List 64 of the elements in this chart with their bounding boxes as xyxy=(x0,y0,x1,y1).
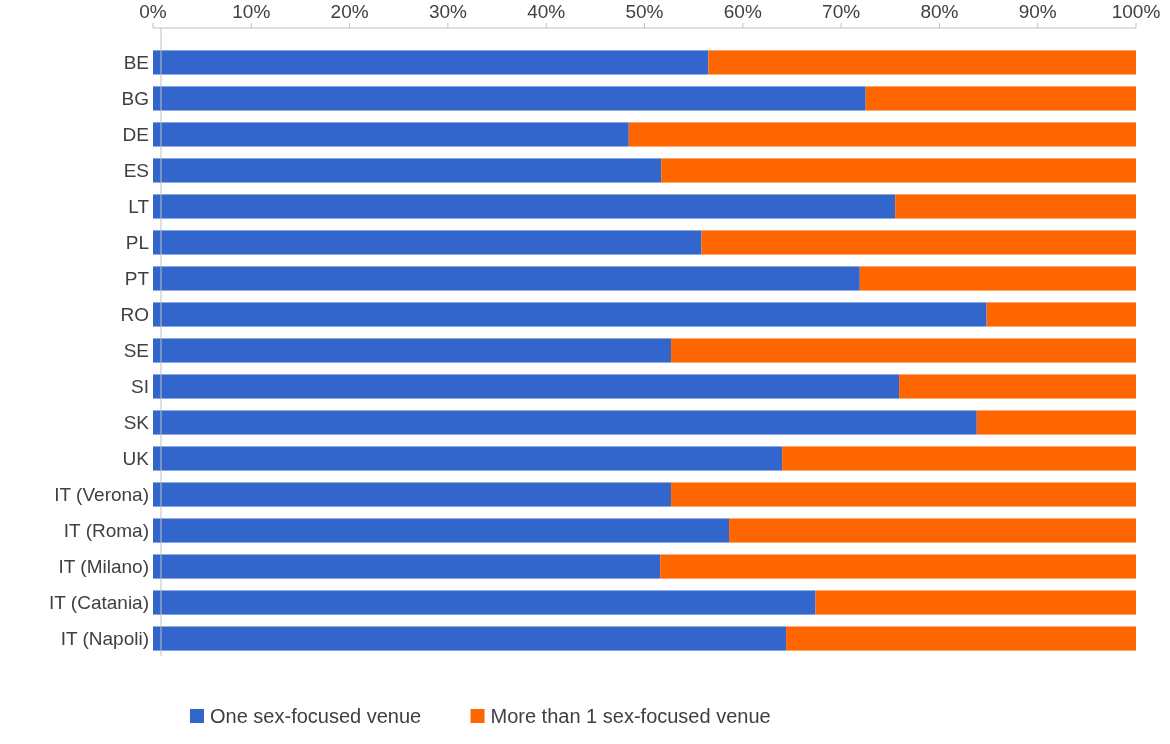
y-tick-label: SK xyxy=(123,412,150,434)
legend-label: More than 1 sex-focused venue xyxy=(490,705,771,727)
x-tick-label: 70% xyxy=(822,1,861,22)
bar xyxy=(153,590,816,615)
y-tick-label: PT xyxy=(124,268,150,290)
y-tick-label: IT (Roma) xyxy=(63,520,149,542)
bar xyxy=(153,338,672,363)
bar xyxy=(153,410,977,435)
x-tick-label: 60% xyxy=(723,1,762,22)
bar xyxy=(153,86,866,111)
bar xyxy=(153,230,702,255)
bar xyxy=(661,158,1136,183)
bar xyxy=(153,518,730,543)
y-tick-label: UK xyxy=(122,448,150,470)
bar xyxy=(729,518,1136,543)
y-tick-label: IT (Milano) xyxy=(58,556,149,578)
y-tick-label: DE xyxy=(122,124,149,146)
bar xyxy=(153,266,860,291)
x-tick-label: 80% xyxy=(920,1,959,22)
y-tick-label: IT (Napoli) xyxy=(60,628,149,650)
bar xyxy=(701,230,1136,255)
bar xyxy=(782,446,1136,471)
y-tick-label: LT xyxy=(128,196,150,218)
bar xyxy=(153,482,672,507)
y-tick-label: IT (Catania) xyxy=(49,592,149,614)
bar xyxy=(786,626,1136,651)
bar xyxy=(153,302,987,327)
y-tick-label: RO xyxy=(120,304,149,326)
bar xyxy=(153,50,709,75)
bar xyxy=(976,410,1136,435)
bar xyxy=(671,482,1136,507)
x-tick-label: 90% xyxy=(1018,1,1057,22)
bar xyxy=(859,266,1136,291)
bar xyxy=(895,194,1136,219)
y-tick-label: IT (Verona) xyxy=(54,484,149,506)
x-tick-label: 50% xyxy=(625,1,664,22)
y-tick-label: SE xyxy=(123,340,149,362)
bar xyxy=(660,554,1136,579)
bar xyxy=(628,122,1136,147)
x-tick-label: 0% xyxy=(139,1,167,22)
x-tick-label: 20% xyxy=(330,1,369,22)
bar xyxy=(986,302,1136,327)
y-tick-label: BE xyxy=(123,52,149,74)
bar xyxy=(153,446,783,471)
bar xyxy=(671,338,1136,363)
y-tick-label: BG xyxy=(121,88,149,110)
bar xyxy=(153,374,900,399)
bar xyxy=(815,590,1136,615)
y-tick-label: PL xyxy=(125,232,149,254)
x-tick-label: 30% xyxy=(428,1,468,22)
legend-label: One sex-focused venue xyxy=(210,705,422,727)
x-tick-label: 100% xyxy=(1111,1,1161,22)
bar xyxy=(865,86,1136,111)
bar xyxy=(153,554,661,579)
y-tick-label: ES xyxy=(123,160,149,182)
bar xyxy=(153,194,896,219)
bar xyxy=(708,50,1136,75)
bar xyxy=(899,374,1136,399)
bar xyxy=(153,122,629,147)
x-tick-label: 10% xyxy=(232,1,271,22)
bar xyxy=(153,626,787,651)
bar xyxy=(153,158,662,183)
y-tick-label: SI xyxy=(131,376,149,398)
x-tick-label: 40% xyxy=(527,1,566,22)
